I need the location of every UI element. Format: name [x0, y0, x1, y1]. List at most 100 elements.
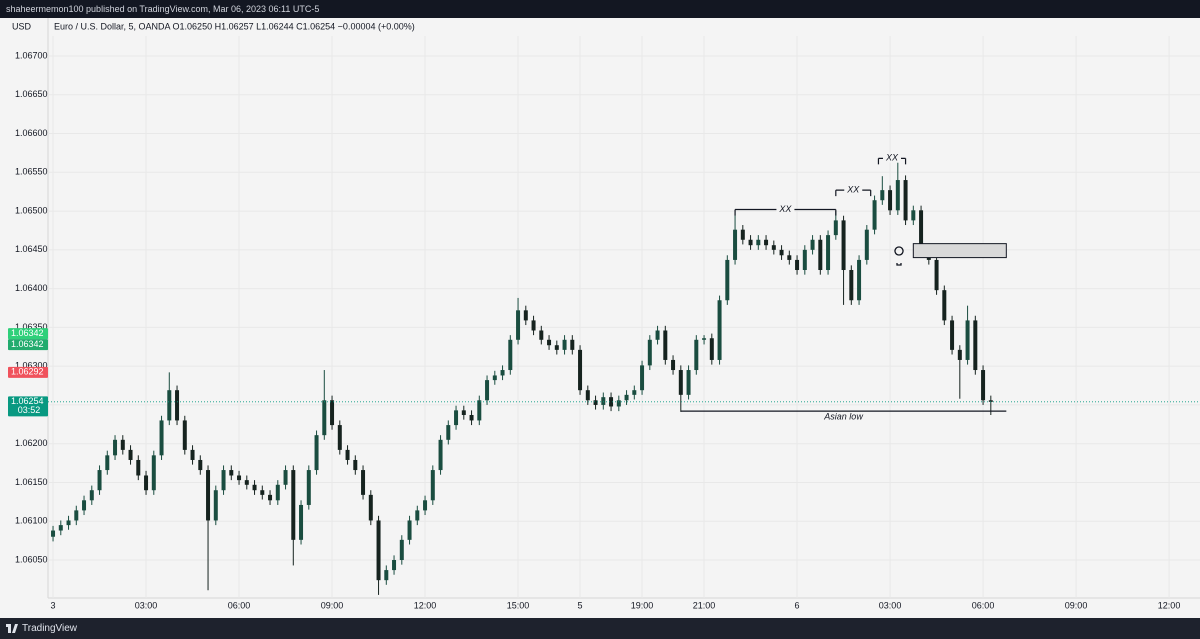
candle-body [113, 439, 118, 456]
x-tick-label: 12:00 [414, 600, 437, 610]
candle-body [779, 249, 784, 256]
annotation-label-bg [844, 184, 863, 195]
candle-body [686, 370, 691, 395]
candle-body [795, 259, 800, 271]
candle-body [771, 245, 776, 250]
candle-body [182, 420, 187, 450]
candle-body [562, 339, 567, 350]
candle-body [492, 375, 497, 381]
y-tick-label: 1.06150 [15, 477, 48, 487]
candle-body [306, 470, 311, 505]
candle-body [717, 300, 722, 360]
candle-body [446, 425, 451, 440]
price-badge [8, 396, 48, 417]
candle-body [663, 330, 668, 360]
price-badge [8, 339, 48, 351]
annotation-label-bg [776, 203, 795, 214]
candle-body [252, 484, 257, 491]
y-tick-label: 1.06200 [15, 438, 48, 448]
candle-body [469, 415, 474, 421]
candle-body [942, 290, 947, 321]
annotation-label: XX [846, 185, 860, 195]
x-tick-label: 12:00 [1158, 600, 1181, 610]
candle-body [314, 435, 319, 471]
candle-body [950, 320, 955, 350]
price-badge-label: 1.06342 [11, 339, 44, 349]
symbol-legend: Euro / U.S. Dollar, 5, OANDA O1.06250 H1… [54, 21, 415, 31]
y-tick-label: 1.06650 [15, 89, 48, 99]
candle-body [229, 470, 234, 476]
candle-body [322, 400, 327, 436]
y-tick-label: 1.06600 [15, 128, 48, 138]
annotation-label: XX [885, 153, 899, 163]
candle-body [485, 380, 490, 401]
candle-body [392, 560, 397, 571]
x-tick-label: 15:00 [507, 600, 530, 610]
price-badge-label: 1.06342 [11, 328, 44, 338]
y-tick-label: 1.06400 [15, 283, 48, 293]
candle-body [167, 390, 172, 421]
y-tick-label: 1.06500 [15, 205, 48, 215]
axes: 1.060501.061001.061501.062001.062501.063… [8, 50, 1180, 610]
price-badge [8, 328, 48, 340]
candle-body [159, 420, 164, 456]
candle-body [97, 470, 102, 491]
candle-body [136, 459, 141, 476]
candle-body [733, 229, 738, 260]
candle-body [531, 320, 536, 331]
candle-body [903, 180, 908, 221]
candle-body [616, 400, 621, 407]
candle-body [895, 180, 900, 211]
currency-label: USD [12, 21, 32, 31]
tradingview-logo [6, 624, 18, 633]
candle-body [477, 400, 482, 421]
candle-body [89, 490, 94, 501]
x-tick-label: 09:00 [321, 600, 344, 610]
candle-body [213, 490, 218, 521]
candle-body [275, 484, 280, 501]
candle-body [361, 470, 366, 495]
candle-body [221, 470, 226, 491]
candle-body [578, 349, 583, 391]
candle-body [632, 390, 637, 395]
x-tick-label: 06:00 [972, 600, 995, 610]
x-tick-label: 06:00 [228, 600, 251, 610]
candle-body [330, 400, 335, 426]
lightbulb-icon [894, 246, 904, 266]
candle-body [818, 239, 823, 271]
candle-body [764, 239, 769, 246]
candle-body [585, 390, 590, 401]
candle-body [516, 310, 521, 340]
candle-body [66, 520, 71, 526]
candle-body [399, 539, 404, 561]
candle-body [872, 200, 877, 230]
candle-body [105, 455, 110, 471]
candle-body [973, 320, 978, 371]
candle-body [237, 475, 242, 481]
candle-body [647, 339, 652, 366]
x-tick-label: 19:00 [631, 600, 654, 610]
candle-body [260, 490, 265, 495]
candle-body [82, 500, 87, 511]
candle-body [74, 510, 79, 521]
x-tick-label: 09:00 [1065, 600, 1088, 610]
zone-box [912, 243, 1007, 259]
candle-body [655, 330, 660, 340]
x-tick-label: 6 [795, 600, 800, 610]
candle-body [880, 190, 885, 201]
candle-body [415, 510, 420, 521]
candles [51, 155, 993, 595]
candle-body [919, 210, 924, 250]
candle-body [554, 345, 559, 350]
candle-body [368, 494, 373, 521]
candle-body [190, 449, 195, 460]
chart: USD Euro / U.S. Dollar, 5, OANDA O1.0625… [0, 18, 1200, 618]
candle-body [678, 370, 683, 395]
y-tick-label: 1.06100 [15, 516, 48, 526]
x-tick-label: 03:00 [879, 600, 902, 610]
candle-body [709, 338, 714, 360]
x-tick-label: 03:00 [135, 600, 158, 610]
publish-text: shaheermemon100 published on TradingView… [6, 4, 320, 14]
y-tick-label: 1.06550 [15, 167, 48, 177]
candle-body [523, 310, 528, 321]
